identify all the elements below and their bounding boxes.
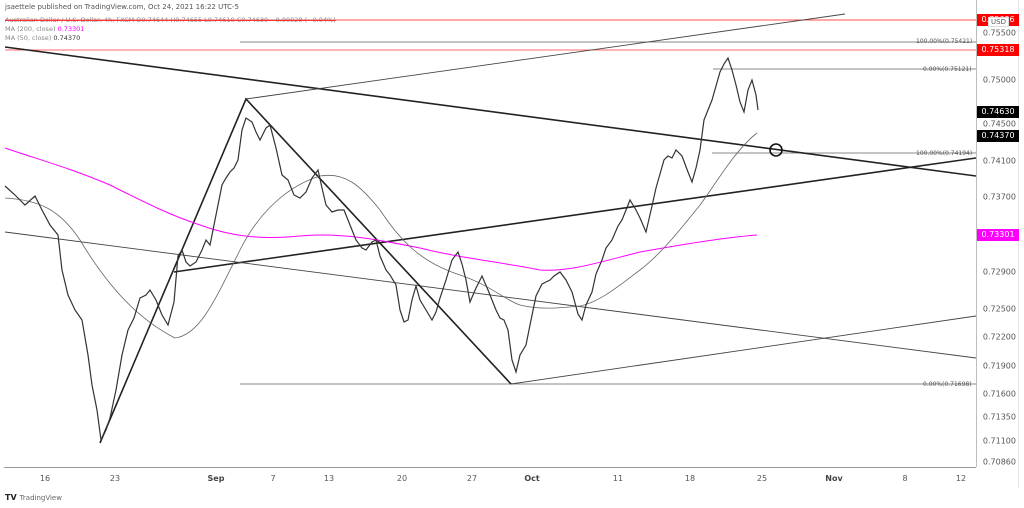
ma200-value: 0.73301 (57, 25, 85, 33)
price-tick: 0.70860 (982, 457, 1016, 467)
price-tick: 0.75000 (982, 75, 1016, 85)
price-badge-last: 0.74630 (977, 106, 1019, 118)
price-tick: 0.72500 (982, 304, 1016, 314)
price-tick: 0.73700 (982, 192, 1016, 202)
price-tick: 0.71900 (982, 361, 1016, 371)
ma200-legend[interactable]: MA (200, close) 0.73301 (5, 25, 85, 33)
price-tick: 0.74500 (982, 119, 1016, 129)
legend: Australian Dollar / U.S. Dollar, 4h, FXC… (5, 16, 336, 43)
time-tick: 8 (902, 474, 908, 483)
time-tick: 27 (466, 474, 478, 483)
time-tick: 18 (684, 474, 696, 483)
time-tick: 23 (109, 474, 121, 483)
time-tick: 11 (612, 474, 624, 483)
candles (4, 56, 759, 443)
time-tick: 20 (396, 474, 408, 483)
time-axis[interactable]: 16 23 Sep 7 13 20 27 Oct 11 18 25 Nov 8 … (4, 467, 976, 488)
footer: TV TradingView (5, 493, 62, 502)
fib-label-100-upper: 100.00%(0.75421) (916, 38, 973, 45)
price-tick: 0.74100 (982, 156, 1016, 166)
currency-badge[interactable]: USD (988, 17, 1009, 27)
time-tick: 13 (323, 474, 335, 483)
fib-label-100-lower: 100.00%(0.74194) (916, 150, 973, 157)
ma50-legend[interactable]: MA (50, close) 0.74370 (5, 34, 81, 42)
annotation-circle-icon (769, 143, 783, 157)
price-axis[interactable]: 0.75636 0.75500 0.75318 0.75000 0.74630 … (976, 0, 1019, 467)
fib-label-0-lower: 0.00%(0.71698) (923, 381, 972, 388)
time-tick: Sep (207, 474, 225, 483)
time-tick: Oct (524, 474, 540, 483)
time-tick: 25 (756, 474, 768, 483)
time-tick: 12 (955, 474, 967, 483)
chart-frame (4, 0, 1019, 488)
price-tick: 0.75500 (982, 28, 1016, 38)
price-tick: 0.72200 (982, 332, 1016, 342)
price-badge-ma50: 0.74370 (977, 130, 1019, 142)
price-tick: 0.72900 (982, 267, 1016, 277)
symbol-line[interactable]: Australian Dollar / U.S. Dollar, 4h, FXC… (5, 16, 336, 24)
price-tick: 0.71350 (982, 412, 1016, 422)
ma50-value: 0.74370 (53, 34, 81, 42)
time-tick: 7 (270, 474, 276, 483)
fib-label-0-upper: 0.00%(0.75121) (923, 66, 972, 73)
price-badge-resistance: 0.75318 (977, 44, 1019, 56)
time-tick: Nov (825, 474, 843, 483)
tradingview-logo-icon: TV (5, 493, 17, 502)
publisher-line: jsaettele published on TradingView.com, … (5, 3, 239, 11)
price-tick: 0.71100 (982, 436, 1016, 446)
price-chart-canvas[interactable] (0, 0, 976, 467)
price-tick: 0.71600 (982, 389, 1016, 399)
time-tick: 16 (39, 474, 51, 483)
price-badge-ma200: 0.73301 (977, 229, 1019, 241)
footer-brand: TradingView (19, 493, 62, 502)
